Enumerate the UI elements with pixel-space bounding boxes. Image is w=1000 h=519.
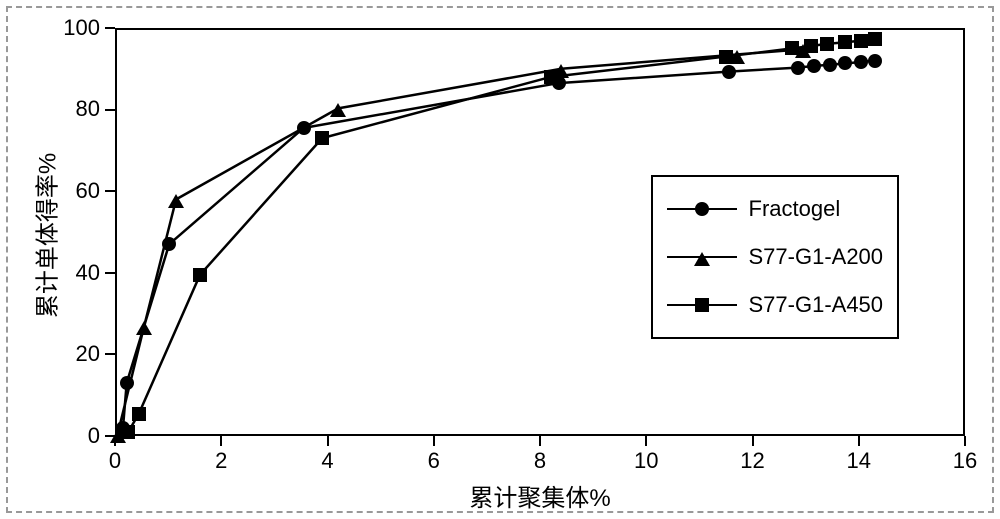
- x-tick-label: 0: [95, 448, 135, 474]
- x-tick-label: 10: [626, 448, 666, 474]
- x-tick-label: 16: [945, 448, 985, 474]
- y-tick: [105, 272, 115, 274]
- y-axis-label: 累计单体得率%: [28, 146, 63, 326]
- x-tick: [220, 436, 222, 446]
- x-tick: [327, 436, 329, 446]
- x-tick-label: 14: [839, 448, 879, 474]
- y-tick: [105, 435, 115, 437]
- x-tick: [539, 436, 541, 446]
- y-tick: [105, 109, 115, 111]
- y-tick: [105, 353, 115, 355]
- x-tick-label: 6: [414, 448, 454, 474]
- y-tick-label: 100: [50, 15, 100, 41]
- x-tick-label: 12: [733, 448, 773, 474]
- x-axis-label: 累计聚集体%: [440, 478, 640, 513]
- x-tick-label: 4: [308, 448, 348, 474]
- legend-swatch: [667, 197, 737, 221]
- x-tick: [752, 436, 754, 446]
- legend-item: S77-G1-A200: [667, 233, 884, 281]
- legend-swatch: [667, 245, 737, 269]
- y-tick-label: 20: [50, 341, 100, 367]
- data-marker-square: [695, 298, 709, 312]
- x-tick: [114, 436, 116, 446]
- y-tick-label: 0: [50, 423, 100, 449]
- legend-item: Fractogel: [667, 185, 884, 233]
- x-tick-label: 2: [201, 448, 241, 474]
- x-tick: [964, 436, 966, 446]
- y-tick-label: 80: [50, 96, 100, 122]
- x-tick: [858, 436, 860, 446]
- legend-label: Fractogel: [749, 196, 841, 222]
- data-marker-circle: [695, 202, 709, 216]
- y-tick: [105, 27, 115, 29]
- legend-item: S77-G1-A450: [667, 281, 884, 329]
- legend-label: S77-G1-A450: [749, 292, 884, 318]
- chart-container: 累计单体得率% 累计聚集体% Fractogel S77-G1-A200 S77-G…: [0, 0, 1000, 519]
- legend-label: S77-G1-A200: [749, 244, 884, 270]
- x-tick-label: 8: [520, 448, 560, 474]
- legend-swatch: [667, 293, 737, 317]
- x-tick: [433, 436, 435, 446]
- data-marker-triangle: [694, 252, 710, 266]
- legend: Fractogel S77-G1-A200 S77-G1-A450: [651, 175, 900, 339]
- y-tick: [105, 190, 115, 192]
- x-tick: [645, 436, 647, 446]
